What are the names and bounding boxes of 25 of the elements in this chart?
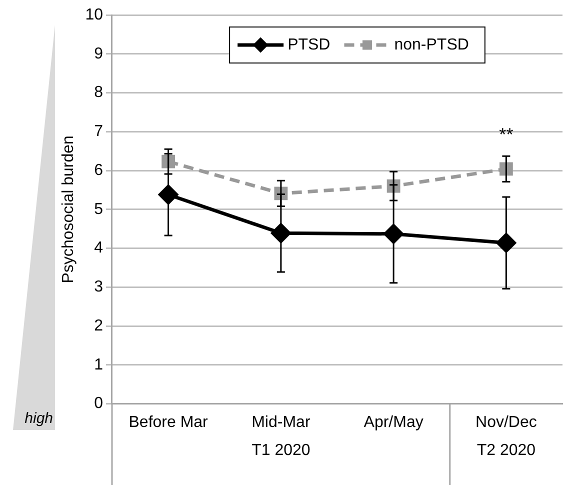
point: [384, 224, 404, 244]
x-tick-label: Nov/Dec: [476, 414, 537, 431]
text: T1 2020: [252, 442, 310, 460]
text: T2 2020: [476, 442, 536, 460]
x-tick-label: Before Mar: [128, 414, 209, 431]
y-tick-label: 7: [94, 123, 104, 140]
y-tick-label: 5: [94, 200, 104, 218]
y-tick-label: 4: [94, 240, 104, 257]
legend-label: PTSD: [288, 36, 330, 54]
y-tick-label: 0: [94, 395, 104, 412]
annotation: **: [499, 124, 514, 144]
point: [158, 184, 178, 204]
y-tick-label: 8: [94, 84, 104, 102]
x-tick-label: Apr/May: [364, 414, 424, 431]
y-tick-label: 1: [94, 356, 104, 374]
y-tick-label: 6: [94, 162, 104, 179]
y-tick-label: 3: [94, 278, 104, 296]
text: high: [24, 410, 53, 427]
x-tick-label: Mid-Mar: [252, 414, 311, 431]
y-tick-label: 2: [94, 317, 104, 334]
point: [271, 223, 291, 243]
y-tick-label: 10: [85, 6, 104, 24]
y-tick-label: 9: [94, 45, 104, 62]
legend-label: non-PTSD: [394, 36, 469, 54]
y-axis-title: Psychosocial burden: [60, 136, 78, 284]
